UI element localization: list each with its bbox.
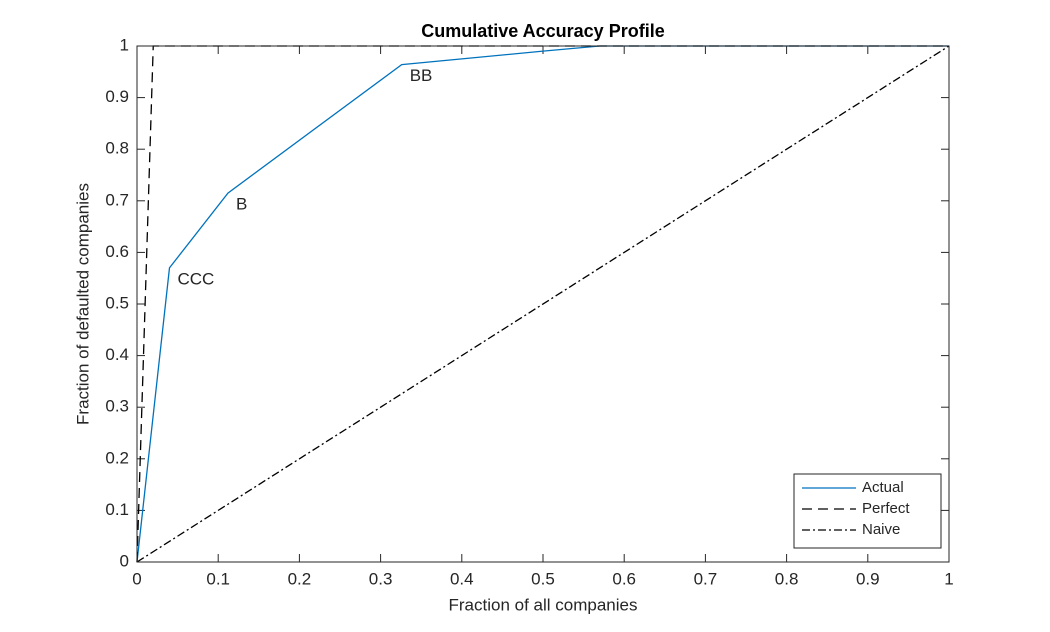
legend-box bbox=[793, 473, 942, 549]
legend-label: Naive bbox=[862, 521, 900, 538]
x-tick-label: 0.8 bbox=[775, 569, 799, 588]
x-tick-label: 0.1 bbox=[206, 569, 230, 588]
legend-label: Perfect bbox=[862, 500, 910, 517]
x-tick-label: 0.5 bbox=[531, 569, 555, 588]
x-tick-label: 0.4 bbox=[450, 569, 474, 588]
y-tick-label: 0.5 bbox=[105, 293, 129, 312]
x-tick-label: 1 bbox=[944, 569, 953, 588]
x-tick-label: 0.7 bbox=[694, 569, 718, 588]
annotation: B bbox=[236, 195, 247, 214]
y-tick-label: 0.7 bbox=[105, 190, 129, 209]
legend-label: Actual bbox=[862, 479, 904, 496]
y-tick-label: 0 bbox=[120, 551, 129, 570]
x-tick-label: 0.6 bbox=[612, 569, 636, 588]
y-tick-label: 0.2 bbox=[105, 448, 129, 467]
y-tick-label: 0.4 bbox=[105, 345, 129, 364]
y-tick-label: 0.3 bbox=[105, 397, 129, 416]
x-axis-label: Fraction of all companies bbox=[449, 595, 638, 614]
y-tick-label: 1 bbox=[120, 35, 129, 54]
y-tick-label: 0.9 bbox=[105, 87, 129, 106]
annotation: BB bbox=[410, 66, 433, 85]
x-tick-label: 0.3 bbox=[369, 569, 393, 588]
x-tick-label: 0 bbox=[132, 569, 141, 588]
x-tick-label: 0.9 bbox=[856, 569, 880, 588]
y-axis-label: Fraction of defaulted companies bbox=[73, 183, 92, 425]
x-tick-label: 0.2 bbox=[288, 569, 312, 588]
line-series bbox=[136, 45, 950, 563]
legend: Actual Perfect Naive bbox=[793, 473, 942, 549]
plot-frame bbox=[136, 45, 950, 563]
y-tick-label: 0.1 bbox=[105, 500, 129, 519]
chart-title: Cumulative Accuracy Profile bbox=[421, 21, 664, 41]
y-tick-label: 0.6 bbox=[105, 242, 129, 261]
y-tick-label: 0.8 bbox=[105, 139, 129, 158]
annotation: CCC bbox=[177, 269, 214, 288]
